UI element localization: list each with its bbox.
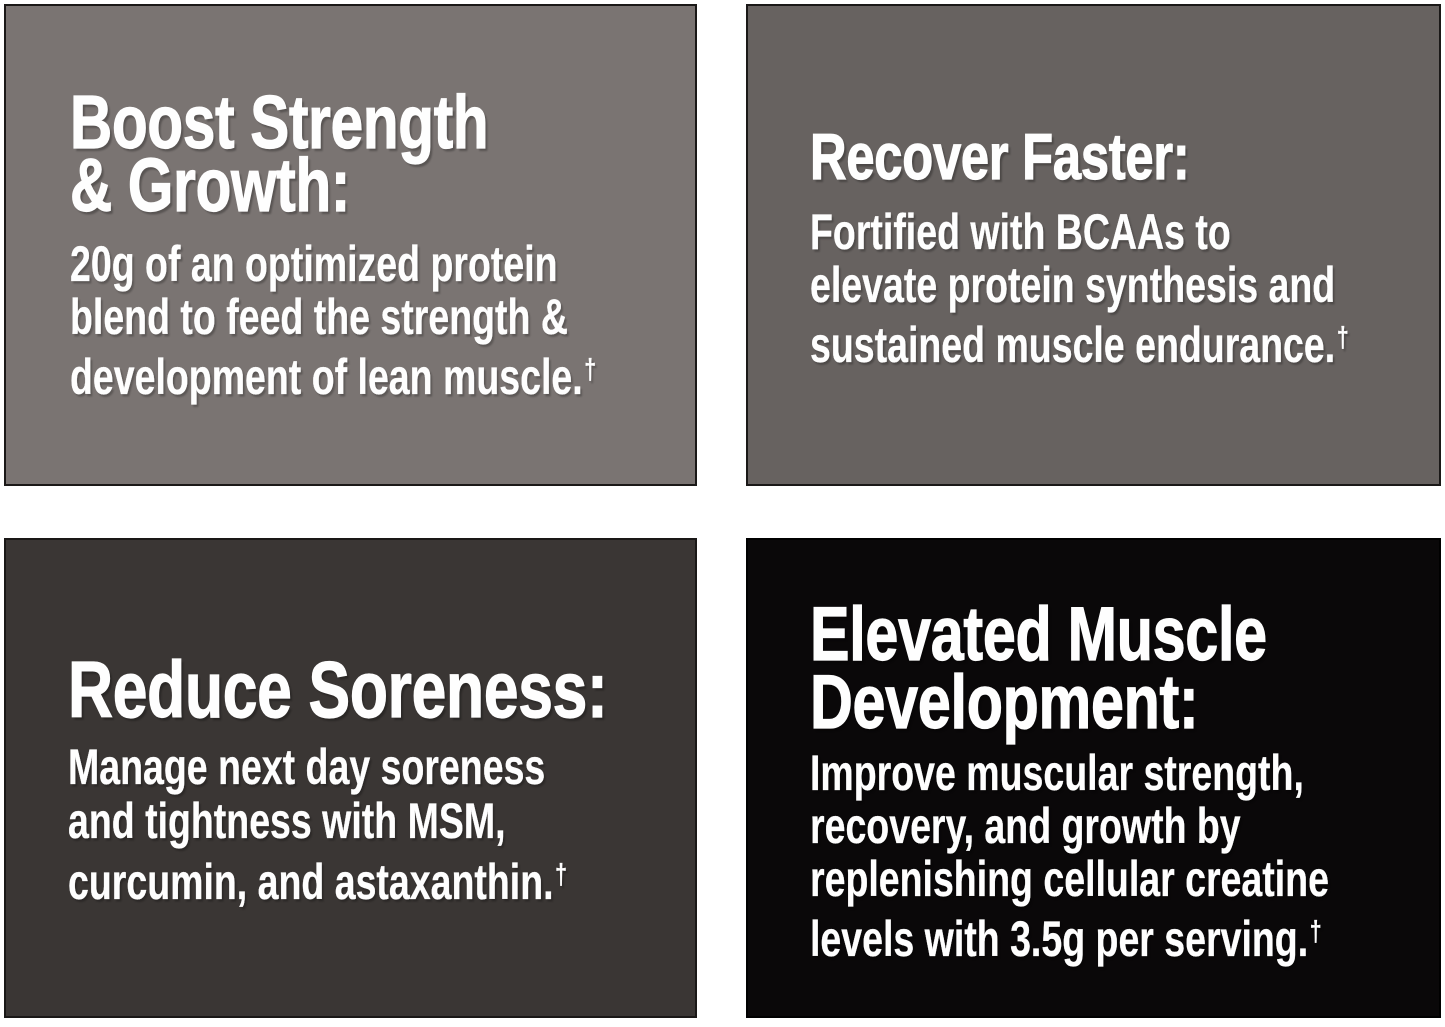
card-body-line: development of lean muscle.† (70, 344, 596, 404)
card-body-line: Improve muscular strength, (810, 745, 1304, 801)
card-heading-line: Elevated Muscle (810, 592, 1268, 677)
card-body: 20g of an optimized protein blend to fee… (70, 236, 695, 404)
dagger-footnote-marker: † (555, 859, 568, 891)
card-heading-line: Boost Strength (70, 80, 490, 164)
card-body-line: 20g of an optimized protein (70, 236, 558, 292)
card-body-line: Fortified with BCAAs to (810, 204, 1231, 260)
card-body-line: levels with 3.5g per serving.† (810, 906, 1329, 966)
card-heading: Boost Strength & Growth: (70, 80, 606, 227)
card-heading: Recover Faster: (810, 120, 1296, 193)
card-heading-line: Development: (810, 660, 1200, 745)
card-body-line: curcumin, and astaxanthin.† (68, 848, 567, 909)
card-body: Fortified with BCAAs to elevate protein … (810, 204, 1439, 372)
card-heading-line: & Growth: (70, 143, 351, 227)
benefit-card-recover-faster: Recover Faster: Fortified with BCAAs to … (746, 4, 1441, 486)
benefit-card-elevated-muscle-development: Elevated Muscle Development: Improve mus… (746, 538, 1441, 1018)
card-body-text: levels with 3.5g per serving. (810, 911, 1309, 968)
card-body: Improve muscular strength, recovery, and… (810, 745, 1439, 966)
card-body-line: Manage next day soreness (68, 739, 546, 795)
benefit-card-reduce-soreness: Reduce Soreness: Manage next day sorenes… (4, 538, 697, 1018)
dagger-footnote-marker: † (1336, 322, 1349, 354)
card-body-line: blend to feed the strength & (70, 289, 568, 345)
card-body-line: replenishing cellular creatine (810, 851, 1329, 907)
card-body-line: recovery, and growth by (810, 798, 1241, 854)
card-body: Manage next day soreness and tightness w… (68, 739, 695, 909)
dagger-footnote-marker: † (1309, 916, 1322, 948)
card-heading: Elevated Muscle Development: (810, 592, 1396, 745)
card-body-line: and tightness with MSM, (68, 793, 506, 849)
card-heading-line: Reduce Soreness: (68, 645, 609, 734)
card-heading-line: Recover Faster: (810, 120, 1191, 193)
card-body-line: sustained muscle endurance.† (810, 312, 1349, 372)
benefit-card-boost-strength: Boost Strength & Growth: 20g of an optim… (4, 4, 697, 486)
card-heading: Reduce Soreness: (68, 645, 695, 734)
dagger-footnote-marker: † (584, 354, 597, 386)
card-body-text: curcumin, and astaxanthin. (68, 854, 554, 911)
card-body-text: development of lean muscle. (70, 349, 583, 406)
card-body-line: elevate protein synthesis and (810, 257, 1336, 313)
card-body-text: sustained muscle endurance. (810, 317, 1336, 374)
